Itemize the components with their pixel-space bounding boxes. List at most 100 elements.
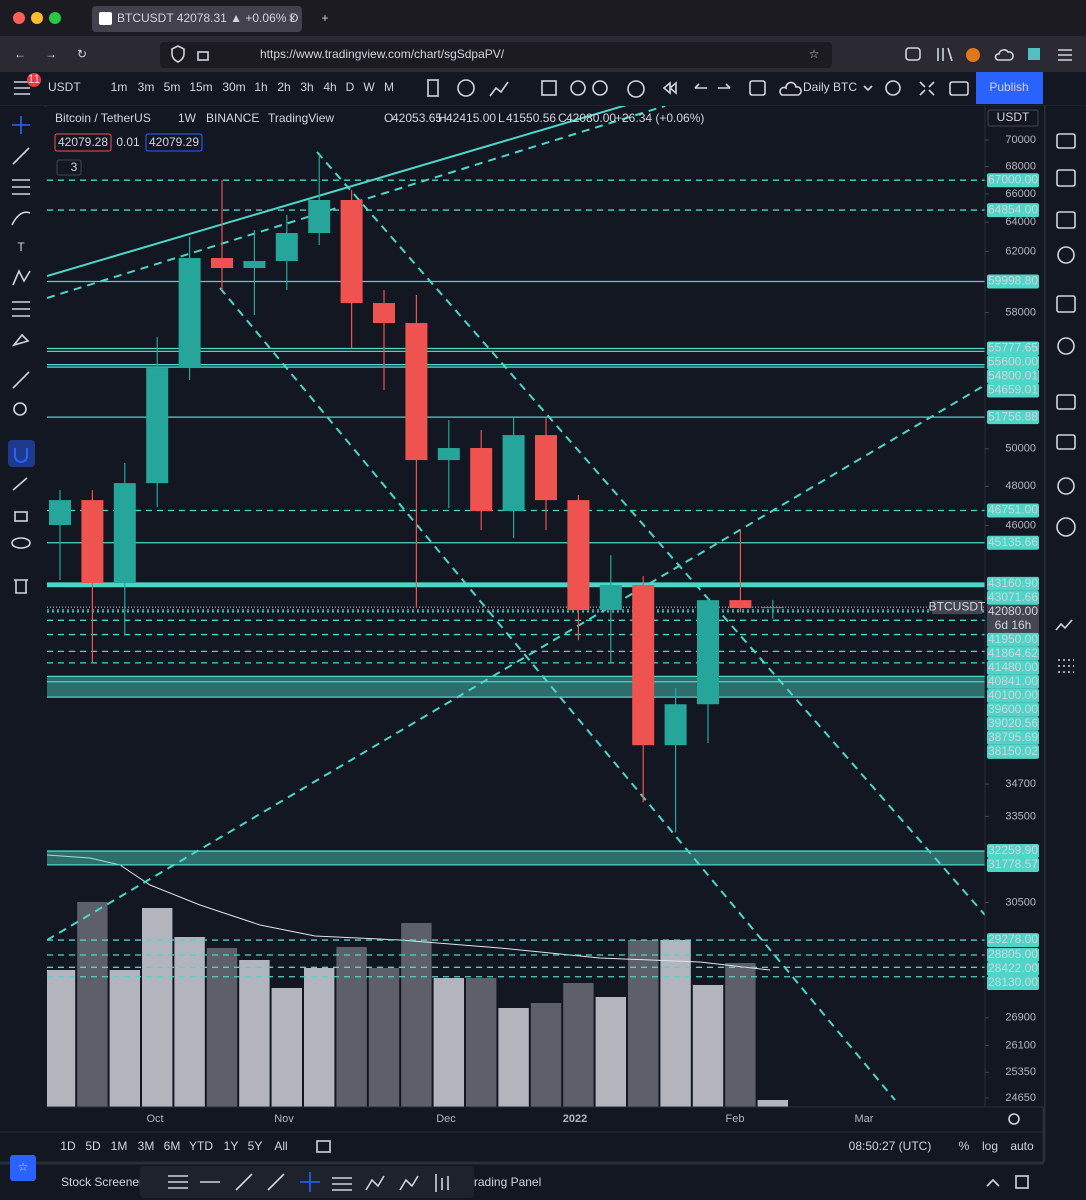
tool[interactable]	[365, 1175, 385, 1191]
range-button[interactable]: 6M	[164, 1139, 181, 1153]
candle-body[interactable]	[664, 704, 687, 746]
stock-screener[interactable]: Stock Screener	[61, 1175, 143, 1189]
market[interactable]	[1056, 517, 1076, 537]
trend-line[interactable]	[316, 151, 985, 916]
trade[interactable]	[1055, 619, 1073, 631]
pocket[interactable]	[905, 47, 921, 61]
layout-menu[interactable]	[863, 85, 873, 92]
maximize-panel[interactable]	[1015, 1175, 1029, 1189]
range-button[interactable]: 3M	[138, 1139, 155, 1153]
remove-drawings[interactable]	[14, 579, 28, 594]
candle-body[interactable]	[113, 483, 136, 584]
candle-body[interactable]	[211, 258, 233, 269]
minimize-window[interactable]	[31, 12, 43, 24]
scale-option[interactable]: log	[982, 1139, 998, 1153]
candle-body[interactable]	[761, 607, 784, 609]
replay-c[interactable]	[570, 80, 586, 96]
candle-body[interactable]	[243, 261, 266, 269]
candle-body[interactable]	[373, 303, 395, 324]
interval[interactable]: 5m	[164, 80, 181, 94]
expand-panel[interactable]	[986, 1178, 1000, 1187]
replay[interactable]	[662, 81, 677, 95]
layout-name[interactable]: Daily BTC	[803, 80, 857, 94]
forward[interactable]: →	[45, 47, 57, 61]
stay-drawing[interactable]	[12, 477, 28, 491]
interval[interactable]: M	[384, 80, 394, 94]
candle-body[interactable]	[567, 500, 590, 611]
news[interactable]	[1056, 169, 1076, 187]
candle-body[interactable]	[308, 200, 331, 234]
notifications[interactable]	[1057, 477, 1075, 495]
pattern-tool[interactable]	[12, 269, 31, 286]
scale-option[interactable]: %	[959, 1139, 970, 1153]
brush-tool[interactable]	[11, 211, 31, 226]
templates[interactable]	[541, 80, 557, 96]
alert[interactable]	[627, 80, 645, 98]
redo[interactable]	[718, 83, 731, 89]
candle-body[interactable]	[340, 200, 363, 304]
tool[interactable]	[300, 1172, 320, 1192]
tool[interactable]	[235, 1173, 253, 1191]
candle-body[interactable]	[470, 448, 493, 512]
fib-tool[interactable]	[12, 179, 30, 195]
range-button[interactable]: 1Y	[224, 1139, 239, 1153]
tab[interactable]	[92, 6, 302, 32]
interval[interactable]: 4h	[323, 80, 336, 94]
ideas[interactable]	[1057, 337, 1075, 355]
candle-body[interactable]	[146, 368, 169, 484]
range-button[interactable]: All	[274, 1139, 287, 1153]
favorites-button[interactable]	[10, 1155, 36, 1181]
calendar[interactable]	[1056, 295, 1076, 313]
candle-body[interactable]	[275, 233, 298, 262]
indicators[interactable]	[489, 81, 509, 97]
url-field[interactable]	[160, 42, 832, 68]
zoom-window[interactable]	[49, 12, 61, 24]
scale-option[interactable]: auto	[1010, 1139, 1034, 1153]
candle-body[interactable]	[81, 500, 104, 584]
candle-body[interactable]	[49, 500, 71, 526]
trend-line-tool[interactable]	[12, 147, 30, 165]
axis-settings[interactable]	[1008, 1113, 1020, 1125]
candle-body[interactable]	[697, 600, 719, 705]
magnet-active[interactable]	[8, 440, 35, 467]
candle-body[interactable]	[437, 448, 460, 461]
indicator-toggle[interactable]	[56, 159, 82, 176]
buy-box[interactable]	[145, 133, 203, 152]
tool[interactable]	[399, 1175, 419, 1191]
zoom-in[interactable]	[13, 402, 27, 416]
lock-drawings[interactable]	[14, 511, 28, 522]
range-button[interactable]: 5Y	[248, 1139, 263, 1153]
settings[interactable]	[885, 80, 901, 96]
interval[interactable]: 1h	[254, 80, 267, 94]
new-tab[interactable]: +	[321, 11, 328, 25]
range-button[interactable]: 1M	[111, 1139, 128, 1153]
interval[interactable]: 3h	[300, 80, 313, 94]
tab-close[interactable]: ×	[288, 11, 295, 25]
tool[interactable]	[435, 1174, 449, 1192]
undo[interactable]	[694, 83, 707, 89]
extension-2[interactable]	[1028, 48, 1040, 60]
interval[interactable]: 30m	[222, 80, 245, 94]
trend-line[interactable]	[219, 287, 896, 1101]
chats[interactable]	[1056, 394, 1076, 410]
range-button[interactable]: YTD	[189, 1139, 213, 1153]
tool[interactable]	[267, 1173, 285, 1191]
interval[interactable]: 1m	[111, 80, 128, 94]
close-window[interactable]	[13, 12, 25, 24]
hotlists[interactable]	[1057, 246, 1075, 264]
back[interactable]: ←	[14, 47, 26, 61]
candle-body[interactable]	[599, 585, 622, 611]
compare[interactable]	[457, 79, 475, 97]
watchlist[interactable]	[1056, 133, 1076, 149]
tool[interactable]	[168, 1175, 188, 1189]
interval[interactable]: W	[363, 80, 375, 94]
candle-body[interactable]	[729, 600, 752, 609]
symbol[interactable]: USDT	[48, 80, 81, 94]
replay-m[interactable]	[592, 80, 608, 96]
trading-panel[interactable]: Trading Panel	[467, 1175, 541, 1189]
interval[interactable]: D	[346, 80, 355, 94]
candle-body[interactable]	[405, 323, 428, 461]
ruler[interactable]	[12, 371, 30, 389]
data-window[interactable]	[1056, 211, 1076, 229]
candle-body[interactable]	[535, 435, 557, 501]
